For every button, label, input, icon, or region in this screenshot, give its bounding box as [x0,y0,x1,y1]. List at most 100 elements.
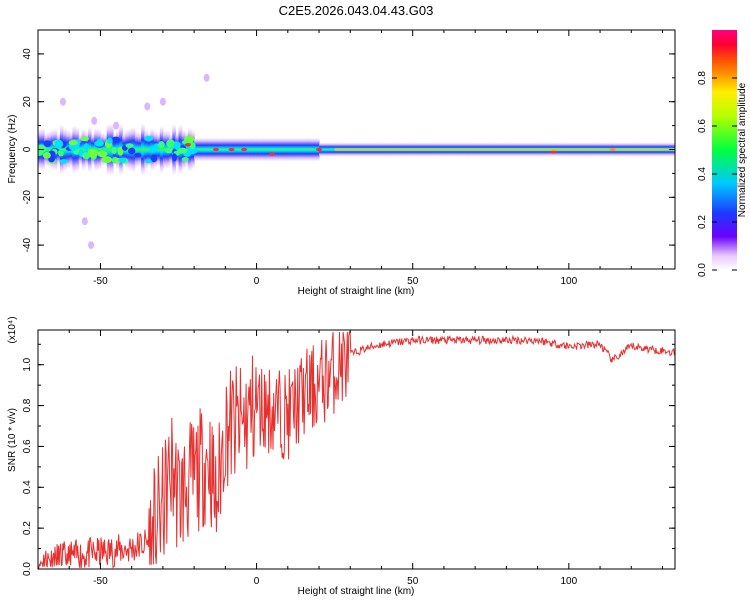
band-strip [197,137,201,162]
colorbar-ticks: 0.0 0.2 0.4 0.6 0.8 [697,71,737,277]
band-strip [203,137,208,162]
band-blob [189,142,196,150]
snr-frame [37,329,676,570]
band-strip [62,127,67,172]
band-strip [81,128,86,171]
colorbar-tick-label: 0.8 [697,71,708,85]
band-hotspot [241,147,248,152]
band-strip [78,133,83,166]
colorbar-label: Normalized spectral amplitude [737,82,748,217]
band-blob [80,136,89,142]
spectrogram-x-label: Height of straight line (km) [298,286,415,297]
band-strip [328,142,333,157]
band-strip [265,137,270,162]
band-blob [38,144,47,153]
y-tick-label: 0 [22,146,33,152]
band-strip [300,137,305,162]
band-strip [144,129,148,170]
band-strip [322,142,326,157]
outlier-point [203,73,210,82]
x-tick-label: 50 [407,276,419,287]
band-blob [134,152,142,158]
band-strip [325,142,329,157]
spectrogram-x-ticks: -50 0 50 100 [37,30,664,287]
band-strip [253,137,258,162]
band-strip [222,137,226,162]
band-blob [97,150,108,158]
band-strip [162,130,167,169]
colorbar-tick-label: 0.6 [697,119,708,133]
colorbar-tick-label: 0.4 [697,167,708,181]
x-tick-label: 0 [254,276,260,287]
band-hotspot [228,147,235,152]
band-strip [256,137,261,162]
figure-title: C2E5.2026.043.04.43.G03 [279,3,434,18]
band-strip [269,137,273,162]
band-strip [237,137,242,162]
band-core [334,148,675,151]
band-blob [42,151,51,159]
y-tick-label: 1.0 [22,357,33,371]
y-tick-label: 40 [22,48,33,60]
spectrogram-panel: -50 0 50 100 -40 -20 0 20 40 Height of straight… [7,29,676,297]
outlier-point [81,217,88,226]
snr-series-line [38,331,675,569]
outlier-point [159,97,166,106]
band-blob [158,141,165,148]
band-blob [171,153,178,162]
spectrogram-band [38,73,675,250]
snr-x-label: Height of straight line (km) [298,586,415,597]
band-strip [250,137,255,162]
band-strip [303,137,308,162]
band-blob [68,140,78,146]
band-strip [294,137,298,162]
band-blob [128,147,136,155]
band-strip [59,124,64,175]
snr-x-ticks: -50 0 50 100 [37,330,664,587]
band-strip [297,137,301,162]
spectrogram-y-label: Frequency (Hz) [7,115,18,184]
band-blob [111,136,121,143]
band-strip [97,128,102,171]
band-blob [125,143,134,148]
band-hotspot [550,150,557,154]
band-strip [290,137,295,162]
band-strip [206,137,211,162]
band-strip [262,137,267,162]
band-strip [275,137,280,162]
band-blob [118,157,127,163]
y-tick-label: 20 [22,96,33,108]
band-strip [200,137,205,162]
band-blob [181,157,189,162]
snr-y-ticks: 0.0 0.2 0.4 0.6 0.8 1.0 [22,343,675,576]
band-hotspot [184,143,191,147]
band-blob [82,152,91,160]
band-blob [166,139,175,148]
band-strip [141,122,145,177]
band-blob [58,150,64,157]
band-strip [219,137,223,162]
band-strip [147,131,152,168]
colorbar: 0.0 0.2 0.4 0.6 0.8 Normalized spectral ampl… [697,30,748,277]
band-blob [107,137,113,145]
band-strip [287,137,292,162]
band-strip [234,137,239,162]
colorbar-tick-label: 0.2 [697,215,708,229]
band-strip [259,137,264,162]
x-tick-label: 100 [560,576,577,587]
band-blob [145,158,152,164]
outlier-point [91,116,98,125]
y-tick-label: 0.4 [22,480,33,494]
band-blob [150,154,158,163]
snr-panel: -50 0 50 100 0.0 0.2 0.4 0.6 0.8 1.0 Height of s… [7,316,676,597]
band-strip [103,133,108,166]
band-strip [159,125,164,174]
band-blob [117,147,124,156]
band-blob [187,147,198,155]
colorbar-gradient [712,30,737,270]
band-blob [149,145,159,153]
y-tick-label: -20 [22,190,33,205]
band-strip [306,137,311,162]
band-blob [101,156,113,164]
